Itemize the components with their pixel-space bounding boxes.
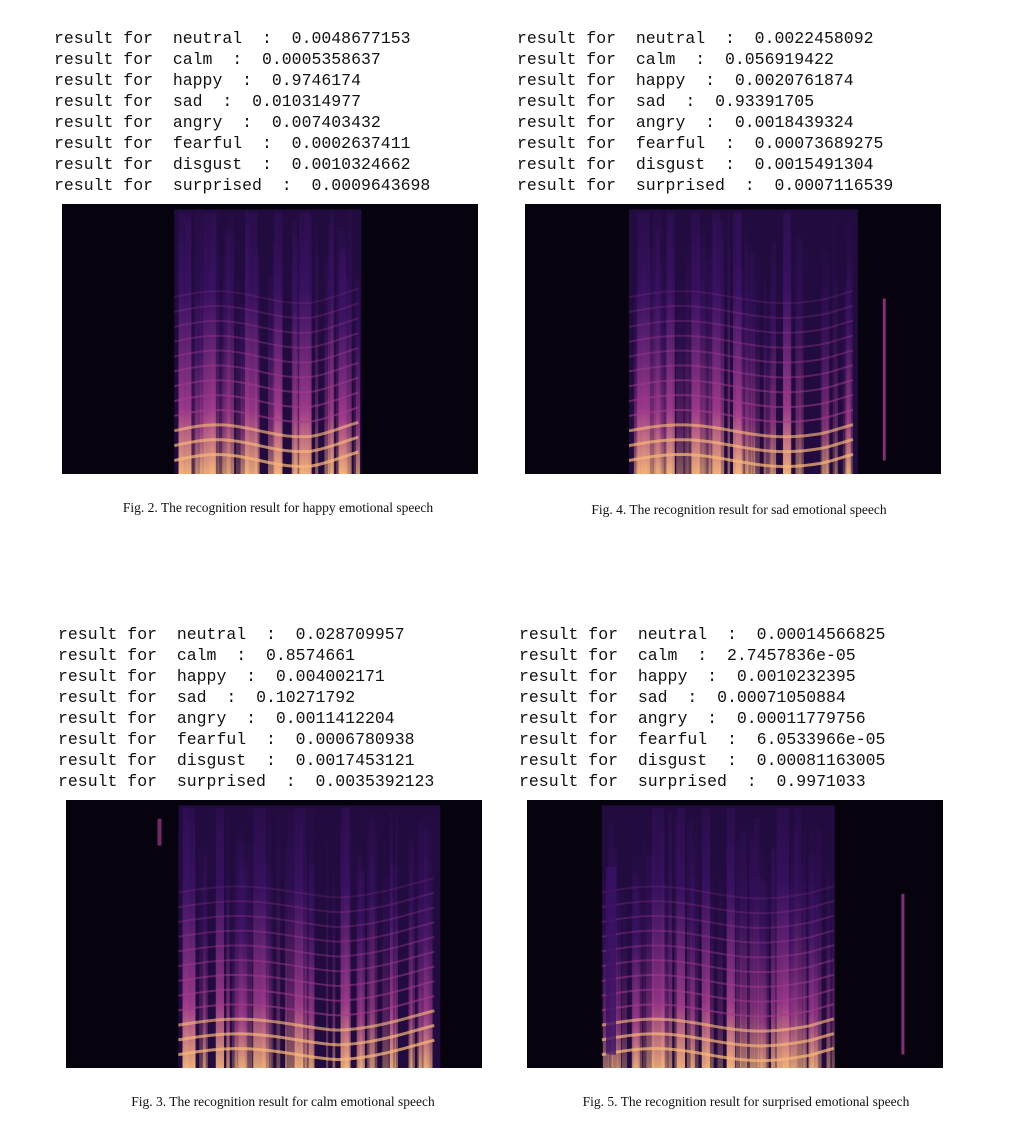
figure-caption: Fig. 4. The recognition result for sad e… bbox=[591, 502, 887, 517]
spectrogram-image bbox=[66, 800, 482, 1068]
result-line-disgust: result for disgust : 0.0015491304 bbox=[517, 155, 874, 174]
result-list: result for neutral : 0.028709957 result … bbox=[58, 624, 518, 792]
result-line-fearful: result for fearful : 0.00073689275 bbox=[517, 134, 884, 153]
result-line-happy: result for happy : 0.0020761874 bbox=[517, 71, 854, 90]
result-line-fearful: result for fearful : 6.0533966e-05 bbox=[519, 730, 886, 749]
figure-2: result for neutral : 0.0048677153 result… bbox=[54, 28, 514, 515]
result-line-angry: result for angry : 0.0011412204 bbox=[58, 709, 395, 728]
result-line-calm: result for calm : 2.7457836e-05 bbox=[519, 646, 856, 665]
result-line-surprised: result for surprised : 0.9971033 bbox=[519, 772, 866, 791]
result-line-calm: result for calm : 0.0005358637 bbox=[54, 50, 381, 69]
result-line-surprised: result for surprised : 0.0007116539 bbox=[517, 176, 894, 195]
result-line-fearful: result for fearful : 0.0002637411 bbox=[54, 134, 411, 153]
result-line-disgust: result for disgust : 0.0010324662 bbox=[54, 155, 411, 174]
result-line-happy: result for happy : 0.9746174 bbox=[54, 71, 361, 90]
result-line-disgust: result for disgust : 0.00081163005 bbox=[519, 751, 886, 770]
result-line-disgust: result for disgust : 0.0017453121 bbox=[58, 751, 415, 770]
result-line-fearful: result for fearful : 0.0006780938 bbox=[58, 730, 415, 749]
result-list: result for neutral : 0.00014566825 resul… bbox=[519, 624, 979, 792]
figure-3: result for neutral : 0.028709957 result … bbox=[58, 624, 518, 1109]
figure-caption: Fig. 3. The recognition result for calm … bbox=[131, 1094, 435, 1109]
spectrogram-image bbox=[62, 204, 478, 474]
result-line-happy: result for happy : 0.004002171 bbox=[58, 667, 385, 686]
result-line-surprised: result for surprised : 0.0009643698 bbox=[54, 176, 431, 195]
figure-caption: Fig. 2. The recognition result for happy… bbox=[122, 500, 434, 515]
result-line-sad: result for sad : 0.93391705 bbox=[517, 92, 815, 111]
result-line-sad: result for sad : 0.00071050884 bbox=[519, 688, 846, 707]
result-line-calm: result for calm : 0.056919422 bbox=[517, 50, 834, 69]
figure-caption: Fig. 5. The recognition result for surpr… bbox=[582, 1094, 910, 1109]
result-line-angry: result for angry : 0.007403432 bbox=[54, 113, 381, 132]
result-line-neutral: result for neutral : 0.00014566825 bbox=[519, 625, 886, 644]
result-line-happy: result for happy : 0.0010232395 bbox=[519, 667, 856, 686]
result-line-calm: result for calm : 0.8574661 bbox=[58, 646, 356, 665]
result-line-sad: result for sad : 0.010314977 bbox=[54, 92, 361, 111]
result-line-angry: result for angry : 0.00011779756 bbox=[519, 709, 866, 728]
result-line-neutral: result for neutral : 0.0022458092 bbox=[517, 29, 874, 48]
figure-4: result for neutral : 0.0022458092 result… bbox=[517, 28, 977, 517]
result-list: result for neutral : 0.0048677153 result… bbox=[54, 28, 514, 196]
spectrogram-image bbox=[525, 204, 941, 474]
spectrogram-image bbox=[527, 800, 943, 1068]
result-list: result for neutral : 0.0022458092 result… bbox=[517, 28, 977, 196]
result-line-surprised: result for surprised : 0.0035392123 bbox=[58, 772, 435, 791]
result-line-neutral: result for neutral : 0.028709957 bbox=[58, 625, 405, 644]
result-line-neutral: result for neutral : 0.0048677153 bbox=[54, 29, 411, 48]
figure-5: result for neutral : 0.00014566825 resul… bbox=[519, 624, 979, 1109]
result-line-sad: result for sad : 0.10271792 bbox=[58, 688, 356, 707]
result-line-angry: result for angry : 0.0018439324 bbox=[517, 113, 854, 132]
